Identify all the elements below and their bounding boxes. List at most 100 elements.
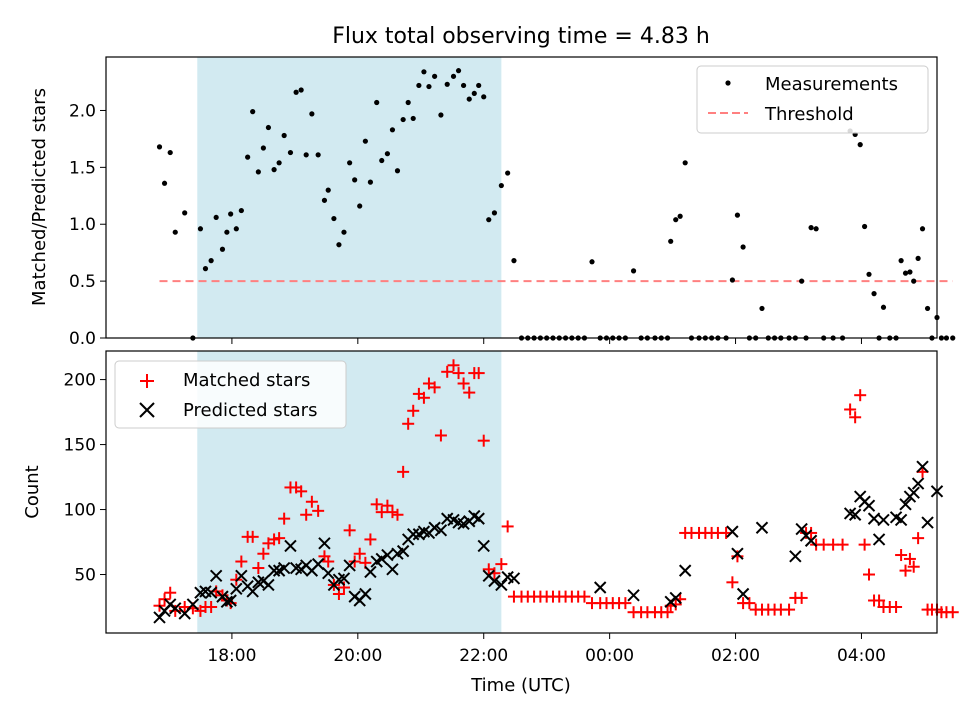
matched-star-point: [257, 547, 270, 560]
measurement-point: [255, 169, 261, 175]
predicted-star-point: [627, 589, 640, 602]
chart-title: Flux total observing time = 4.83 h: [332, 24, 710, 49]
measurement-point: [224, 229, 230, 235]
measurement-point: [156, 144, 163, 150]
matched-star-point: [381, 499, 394, 512]
measurement-point: [167, 149, 173, 156]
measurement-point: [233, 226, 239, 232]
measurement-point: [281, 132, 287, 139]
bottom-y-axis: 50 100 150 200: [64, 371, 106, 586]
matched-star-point: [863, 568, 876, 581]
matched-star-point: [397, 465, 410, 478]
measurement-point: [911, 278, 917, 284]
predicted-star-point: [220, 595, 234, 609]
predicted-star-point: [337, 572, 351, 585]
matched-star-point: [873, 594, 886, 607]
matched-star-point: [375, 506, 388, 519]
matched-star-point: [305, 495, 318, 508]
measurement-point: [197, 226, 204, 232]
measurement-point: [729, 277, 735, 283]
top-y-tick-label: 1.0: [69, 215, 96, 235]
measurement-point: [321, 197, 328, 203]
measurement-point: [432, 73, 438, 79]
matched-star-point: [903, 552, 916, 565]
measurement-point: [898, 258, 904, 264]
predicted-star-point: [375, 552, 388, 566]
measurement-point: [486, 217, 492, 223]
matched-star-point: [895, 549, 908, 562]
measurement-point: [213, 214, 219, 221]
measurement-point: [813, 226, 819, 232]
measurement-point: [682, 160, 688, 166]
matched-star-point: [472, 367, 485, 380]
predicted-star-point: [911, 477, 925, 490]
matched-star-point: [619, 597, 632, 610]
x-tick-label: 00:00: [585, 646, 634, 666]
top-shaded-interval: [197, 57, 502, 338]
top-x-ticks: [231, 338, 862, 344]
matched-star-point: [402, 417, 415, 430]
matched-star-point: [805, 526, 818, 539]
measurement-point: [476, 82, 482, 89]
measurement-point: [336, 242, 342, 248]
measurement-point: [357, 203, 363, 209]
matched-star-point: [912, 532, 925, 545]
matched-star-point: [278, 512, 291, 525]
predicted-star-point: [731, 547, 744, 560]
measurement-point: [347, 160, 353, 166]
measurement-point: [238, 207, 244, 214]
bottom-legend: Matched stars Predicted stars: [114, 360, 347, 429]
measurement-point: [589, 259, 595, 265]
matched-star-point: [854, 389, 867, 402]
predicted-star-point: [916, 460, 929, 473]
matched-star-point: [252, 562, 265, 575]
predicted-star-point: [186, 598, 200, 611]
measurement-point: [808, 225, 814, 231]
measurement-point: [460, 82, 467, 89]
predicted-star-point: [359, 587, 372, 601]
measurement-point: [759, 305, 765, 312]
measurement-point: [871, 291, 877, 297]
measurement-point: [866, 271, 872, 277]
measurement-point: [677, 213, 683, 219]
matched-star-point: [899, 564, 912, 577]
matched-star-point: [407, 404, 420, 417]
predicted-star-point: [386, 563, 399, 576]
predicted-star-point: [862, 499, 876, 512]
predicted-star-point: [669, 591, 682, 605]
predicted-star-point: [169, 602, 182, 615]
measurement-point: [367, 179, 374, 185]
predicted-star-point: [488, 574, 501, 588]
measurement-point: [668, 238, 674, 244]
predicted-star-point: [678, 564, 692, 577]
measurement-point: [505, 170, 511, 176]
predicted-star-point: [396, 544, 410, 558]
matched-star-point: [312, 504, 325, 517]
predicted-star-point: [284, 539, 297, 553]
measurement-point: [250, 109, 256, 115]
measurement-point: [298, 87, 304, 93]
matched-star-point: [235, 555, 248, 568]
top-y-tick-label: 0.5: [69, 272, 96, 292]
measurement-point: [471, 90, 477, 97]
measurement-point: [260, 145, 266, 151]
measurement-point: [455, 68, 462, 74]
measurement-point: [228, 211, 234, 217]
predicted-star-point: [921, 516, 934, 529]
top-y-tick-label: 1.5: [69, 158, 96, 178]
legend-matched-label: Matched stars: [183, 370, 310, 391]
predicted-star-point: [407, 528, 420, 541]
measurement-point: [450, 73, 457, 79]
bottom-y-tick-label: 150: [64, 436, 96, 456]
predicted-star-point: [736, 587, 750, 601]
matched-star-point: [783, 603, 796, 616]
matched-star-point: [178, 601, 191, 614]
matched-star-point: [268, 533, 281, 546]
x-axis-label: Time (UTC): [470, 675, 571, 696]
predicted-star-point: [246, 585, 259, 598]
x-tick-label: 18:00: [207, 646, 256, 666]
predicted-star-point: [593, 581, 607, 594]
measurement-point: [857, 141, 863, 148]
matched-star-point: [434, 429, 447, 442]
measurement-point: [389, 127, 396, 133]
